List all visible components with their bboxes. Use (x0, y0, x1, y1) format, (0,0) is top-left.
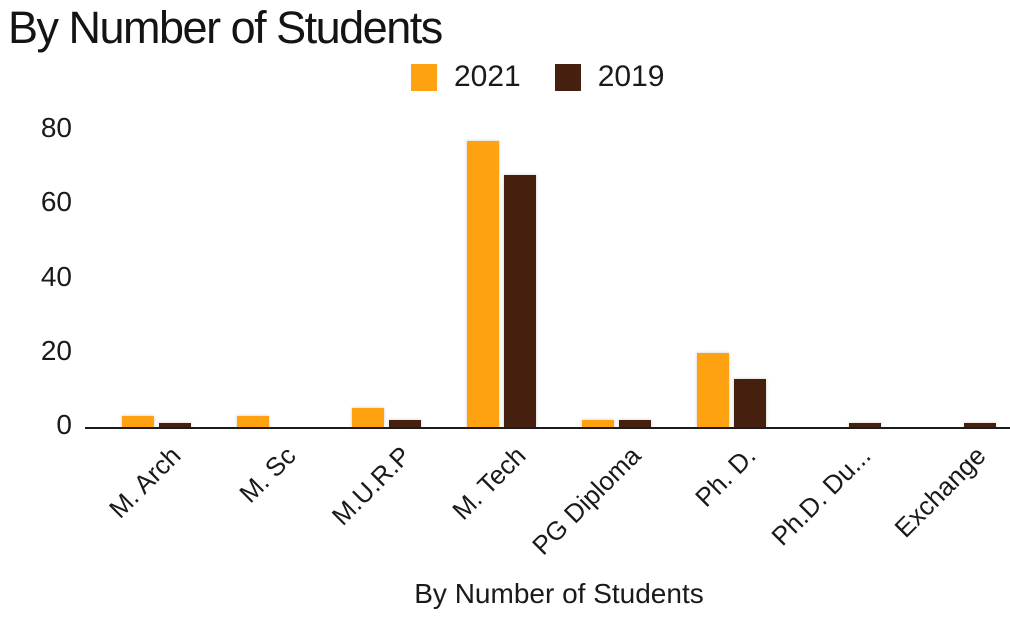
y-tick-label-20: 20 (40, 334, 72, 366)
bar-2021-ph-d (697, 352, 729, 427)
bar-2021-m-sc (237, 415, 269, 427)
bar-2021-m-arch (122, 415, 154, 427)
x-axis-title: By Number of Students (414, 578, 704, 609)
bar-group-m-u-r-p (329, 130, 444, 427)
bar-2021-m-u-r-p (352, 408, 384, 427)
legend-label: 2019 (597, 60, 665, 93)
chart-title: By Number of Students (8, 2, 443, 53)
bar-2019-exchange (964, 423, 996, 427)
bar-group-m-tech (444, 130, 559, 427)
y-tick-label-0: 0 (56, 409, 72, 440)
bar-2019-m-tech (504, 174, 536, 427)
bar-2021-m-tech (467, 141, 499, 427)
bar-group-ph-d (674, 130, 789, 427)
bar-2021-pg-diploma (582, 419, 614, 427)
x-axis-line (85, 427, 1010, 429)
legend-label: 2021 (454, 60, 521, 93)
legend-swatch-2021 (411, 63, 437, 91)
legend-swatch-2019 (554, 63, 581, 91)
bar-2019-m-arch (159, 423, 191, 427)
y-tick-label-60: 60 (40, 186, 72, 218)
bar-2019-m-u-r-p (389, 419, 421, 427)
legend-item-2021[interactable]: 2021 (411, 62, 521, 92)
bar-group-m-sc (214, 130, 329, 427)
bar-group-pg-diploma (559, 130, 674, 427)
bar-group-ph-d-du (789, 130, 904, 427)
bar-2019-ph-d-du (849, 423, 881, 427)
bar-group-exchange (904, 130, 1010, 427)
legend-item-2019[interactable]: 2019 (554, 60, 665, 93)
y-tick-label-80: 80 (40, 112, 72, 143)
bar-group-m-arch (99, 130, 214, 427)
bar-2019-pg-diploma (619, 419, 651, 427)
y-tick-label-40: 40 (40, 260, 72, 292)
bar-2019-ph-d (734, 378, 766, 427)
legend: 2021 2019 (411, 62, 665, 92)
